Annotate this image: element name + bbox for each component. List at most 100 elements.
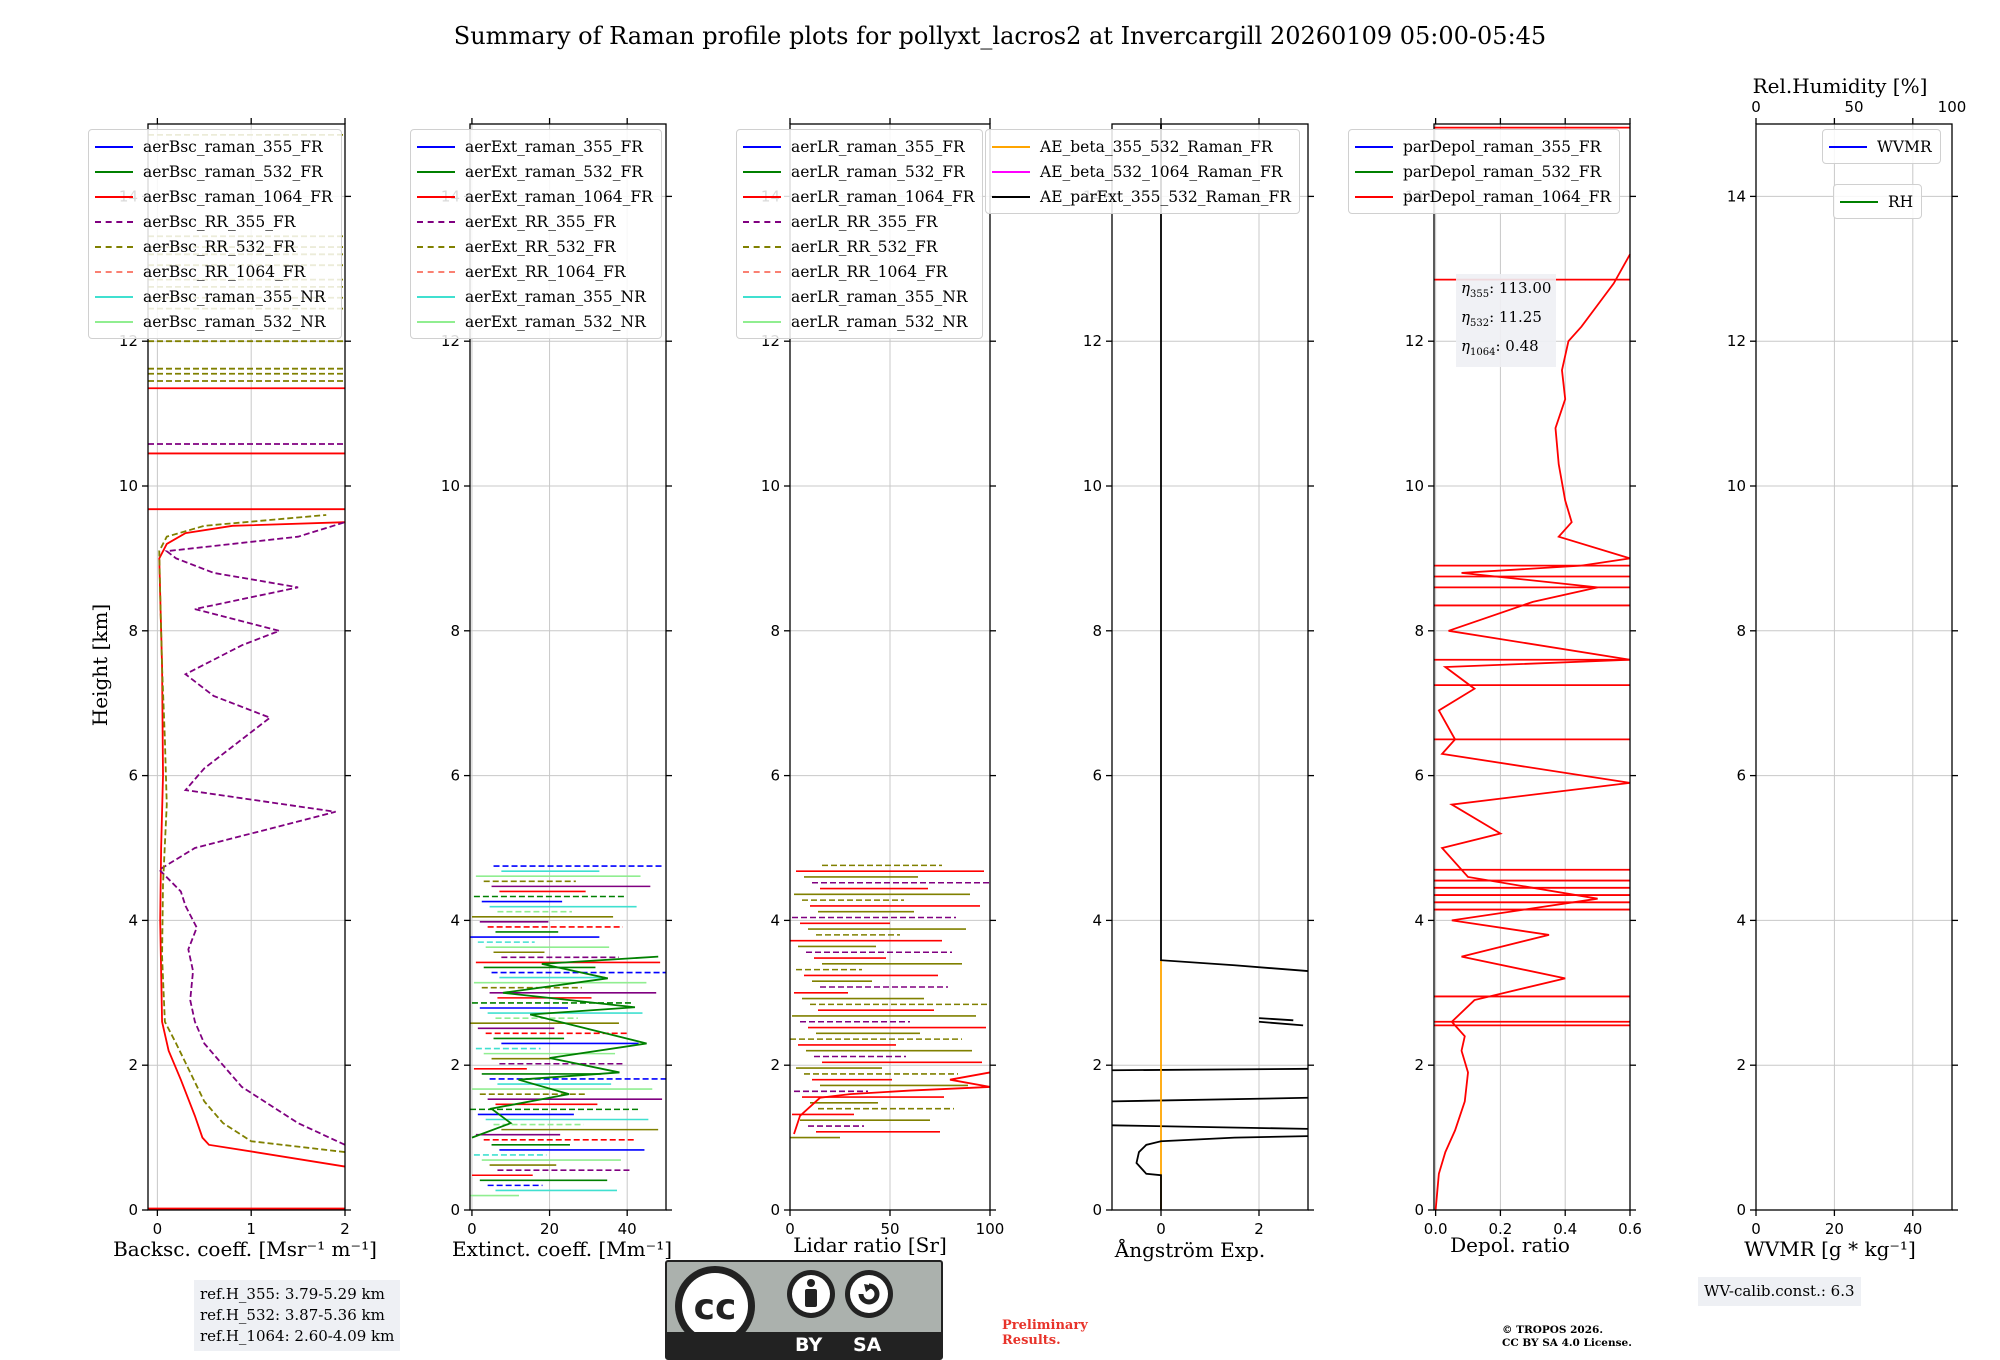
- lr-xtick-label: 0: [785, 1220, 795, 1238]
- legend-extinction-entry: aerExt_raman_532_NR: [417, 309, 653, 334]
- legend-line-swatch: [417, 270, 455, 273]
- legend-wvmr-entry: WVMR: [1829, 134, 1932, 159]
- legend-label: aerExt_raman_1064_FR: [465, 187, 653, 206]
- ae-segment: [1111, 1096, 1309, 1103]
- legend-label: aerBsc_RR_1064_FR: [143, 262, 306, 281]
- ref-height-1064: ref.H_1064: 2.60-4.09 km: [200, 1327, 395, 1345]
- depol-ytick-label: 12: [1405, 332, 1424, 350]
- legend-wvmr: WVMR: [1822, 129, 1941, 164]
- legend-label: aerLR_RR_1064_FR: [791, 262, 948, 281]
- legend-line-swatch: [992, 145, 1030, 148]
- lr-series-aerLR_raman_1064_FR: [793, 1071, 991, 1135]
- legend-label: RH: [1888, 192, 1914, 211]
- legend-extinction-entry: aerExt_raman_1064_FR: [417, 184, 653, 209]
- lr-ytick-label: 10: [761, 477, 780, 495]
- legend-label: aerLR_RR_532_FR: [791, 237, 938, 256]
- ae-segment: [1111, 1124, 1309, 1130]
- legend-line-swatch: [992, 195, 1030, 198]
- ae-ytick-label: 10: [1083, 477, 1102, 495]
- legend-label: aerBsc_raman_532_FR: [143, 162, 323, 181]
- legend-lidar-ratio-entry: aerLR_raman_532_NR: [743, 309, 974, 334]
- eta-line: η355: 113.00: [1461, 279, 1552, 300]
- legend-label: aerLR_raman_532_NR: [791, 312, 968, 331]
- wv-ytick-label: 4: [1736, 911, 1746, 929]
- legend-line-swatch: [417, 245, 455, 248]
- bsc-axes-frame: [147, 123, 346, 1211]
- wv-top-tick-label: 50: [1844, 98, 1863, 116]
- legend-line-swatch: [743, 320, 781, 323]
- legend-line-swatch: [95, 220, 133, 223]
- bsc-ytick-label: 6: [128, 767, 138, 785]
- legend-line-swatch: [743, 145, 781, 148]
- bsc-ytick-label: 8: [128, 622, 138, 640]
- copyright-note: © TROPOS 2026. CC BY SA 4.0 License.: [1502, 1324, 1632, 1350]
- legend-label: aerBsc_raman_355_NR: [143, 287, 326, 306]
- ext-ytick-label: 2: [450, 1056, 460, 1074]
- lr-xtick-label: 50: [880, 1220, 899, 1238]
- legend-angstrom-entry: AE_parExt_355_532_Raman_FR: [992, 184, 1291, 209]
- legend-lidar-ratio: aerLR_raman_355_FR aerLR_raman_532_FR aerL…: [736, 129, 984, 339]
- legend-line-swatch: [1829, 145, 1867, 148]
- ae-ytick-label: 0: [1092, 1201, 1102, 1219]
- wv-ytick-label: 6: [1736, 767, 1746, 785]
- legend-line-swatch: [95, 170, 133, 173]
- legend-label: aerExt_RR_1064_FR: [465, 262, 626, 281]
- legend-lidar-ratio-entry: aerLR_RR_1064_FR: [743, 259, 974, 284]
- ext-ytick-label: 6: [450, 767, 460, 785]
- legend-line-swatch: [992, 170, 1030, 173]
- legend-label: aerExt_RR_532_FR: [465, 237, 616, 256]
- legend-backscatter-entry: aerBsc_RR_355_FR: [95, 209, 333, 234]
- xlabel-rel-humidity: Rel.Humidity [%]: [1752, 74, 1928, 98]
- legend-label: aerBsc_raman_355_FR: [143, 137, 323, 156]
- reference-height-box: ref.H_355: 3.79-5.29 km ref.H_532: 3.87-…: [194, 1280, 401, 1351]
- legend-depol-entry: parDepol_raman_1064_FR: [1355, 184, 1611, 209]
- lr-ytick-label: 4: [770, 911, 780, 929]
- depol-ytick-label: 8: [1414, 622, 1424, 640]
- ae-axes-frame: [1111, 123, 1309, 1211]
- preliminary-line-1: Preliminary: [1002, 1318, 1088, 1333]
- legend-line-swatch: [1355, 195, 1393, 198]
- depol-ytick-label: 6: [1414, 767, 1424, 785]
- ae-xtick-label: 0: [1156, 1220, 1166, 1238]
- legend-lidar-ratio-entry: aerLR_raman_1064_FR: [743, 184, 974, 209]
- legend-line-swatch: [1355, 170, 1393, 173]
- ext-xtick-label: 40: [618, 1220, 637, 1238]
- wv-ytick-label: 8: [1736, 622, 1746, 640]
- eta-line: η532: 11.25: [1461, 308, 1542, 329]
- ext-axes-frame: [469, 123, 667, 1211]
- ext-ytick-label: 4: [450, 911, 460, 929]
- wv-top-tick-label: 0: [1751, 98, 1761, 116]
- legend-lidar-ratio-entry: aerLR_RR_355_FR: [743, 209, 974, 234]
- legend-label: aerExt_raman_355_FR: [465, 137, 643, 156]
- ae-series-AE_parExt_355_532_Raman_FR: [1135, 1135, 1309, 1210]
- legend-depol: parDepol_raman_355_FR parDepol_raman_532_…: [1348, 129, 1621, 214]
- legend-line-swatch: [95, 195, 133, 198]
- depol-xtick-label: 0.6: [1618, 1220, 1642, 1238]
- wv-ytick-label: 2: [1736, 1056, 1746, 1074]
- lr-ytick-label: 0: [770, 1201, 780, 1219]
- depol-ytick-label: 0: [1414, 1201, 1424, 1219]
- legend-line-swatch: [743, 220, 781, 223]
- legend-label: aerExt_raman_355_NR: [465, 287, 646, 306]
- badge-footer: [667, 1332, 941, 1358]
- legend-label: WVMR: [1877, 137, 1932, 156]
- legend-extinction-entry: aerExt_raman_355_NR: [417, 284, 653, 309]
- legend-backscatter-entry: aerBsc_RR_532_FR: [95, 234, 333, 259]
- ae-segment: [1258, 1017, 1294, 1022]
- legend-label: aerLR_raman_1064_FR: [791, 187, 975, 206]
- ae-ytick-label: 8: [1092, 622, 1102, 640]
- depol-xtick-label: 0.0: [1424, 1220, 1448, 1238]
- xlabel-extinction: Extinct. coeff. [Mm⁻¹]: [451, 1237, 673, 1261]
- depol-ytick-label: 4: [1414, 911, 1424, 929]
- legend-backscatter-entry: aerBsc_raman_355_FR: [95, 134, 333, 159]
- legend-label: AE_parExt_355_532_Raman_FR: [1040, 187, 1291, 206]
- lr-xtick-label: 100: [976, 1220, 1005, 1238]
- legend-label: parDepol_raman_355_FR: [1403, 137, 1602, 156]
- legend-extinction-entry: aerExt_RR_532_FR: [417, 234, 653, 259]
- depol-eta-annotation: η355: 113.00 η532: 11.25 η1064: 0.48: [1456, 274, 1557, 367]
- bsc-xtick-label: 0: [153, 1220, 163, 1238]
- wv-top-tick-label: 100: [1938, 98, 1967, 116]
- ext-ytick-label: 10: [441, 477, 460, 495]
- bsc-ytick-label: 2: [128, 1056, 138, 1074]
- legend-line-swatch: [417, 170, 455, 173]
